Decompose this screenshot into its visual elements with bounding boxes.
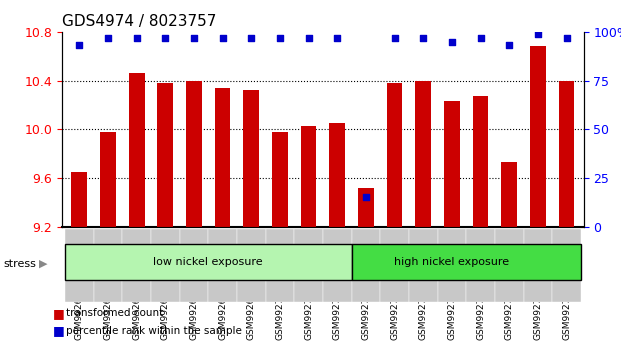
Bar (559, 80, 574, 227)
Bar (530, 46, 546, 227)
Bar (329, 123, 345, 227)
Bar (272, 132, 288, 227)
Point (447, 39, 457, 45)
Bar (237, 229, 266, 302)
Bar (524, 229, 552, 302)
Bar (415, 80, 431, 227)
Text: low nickel exposure: low nickel exposure (153, 257, 263, 267)
Point (275, 35, 285, 41)
Point (361, 195, 371, 200)
Bar (100, 132, 116, 227)
Point (132, 35, 142, 41)
Bar (157, 83, 173, 227)
Bar (501, 162, 517, 227)
Bar (71, 172, 87, 227)
Text: ▶: ▶ (39, 259, 47, 269)
Bar (552, 229, 581, 302)
Bar (129, 73, 145, 227)
Bar (122, 229, 151, 302)
Bar (266, 229, 294, 302)
Bar (380, 229, 409, 302)
Point (332, 35, 342, 41)
Point (561, 35, 571, 41)
Bar (473, 96, 489, 227)
Bar (438, 229, 466, 302)
Bar (323, 229, 351, 302)
Bar (94, 229, 122, 302)
Bar (351, 229, 380, 302)
Bar (65, 244, 351, 280)
Point (304, 35, 314, 41)
Text: ■: ■ (53, 325, 65, 337)
Point (189, 35, 199, 41)
Bar (186, 80, 202, 227)
Bar (208, 229, 237, 302)
Text: stress: stress (3, 259, 36, 269)
Text: transformed count: transformed count (66, 308, 164, 318)
Point (103, 35, 113, 41)
Bar (351, 244, 581, 280)
Point (160, 35, 170, 41)
Point (533, 31, 543, 37)
Bar (495, 229, 524, 302)
Bar (387, 83, 402, 227)
Point (476, 35, 486, 41)
Text: percentile rank within the sample: percentile rank within the sample (66, 326, 242, 336)
Point (247, 35, 256, 41)
Point (217, 35, 227, 41)
Text: GDS4974 / 8023757: GDS4974 / 8023757 (62, 14, 217, 29)
Bar (215, 88, 230, 227)
Bar (358, 188, 374, 227)
Bar (444, 101, 460, 227)
Bar (243, 90, 259, 227)
Bar (409, 229, 438, 302)
Bar (65, 229, 94, 302)
Text: high nickel exposure: high nickel exposure (394, 257, 509, 267)
Bar (294, 229, 323, 302)
Point (389, 35, 399, 41)
Text: ■: ■ (53, 307, 65, 320)
Point (419, 35, 428, 41)
Bar (301, 126, 317, 227)
Point (75, 43, 84, 48)
Bar (466, 229, 495, 302)
Bar (151, 229, 179, 302)
Bar (179, 229, 208, 302)
Point (504, 43, 514, 48)
